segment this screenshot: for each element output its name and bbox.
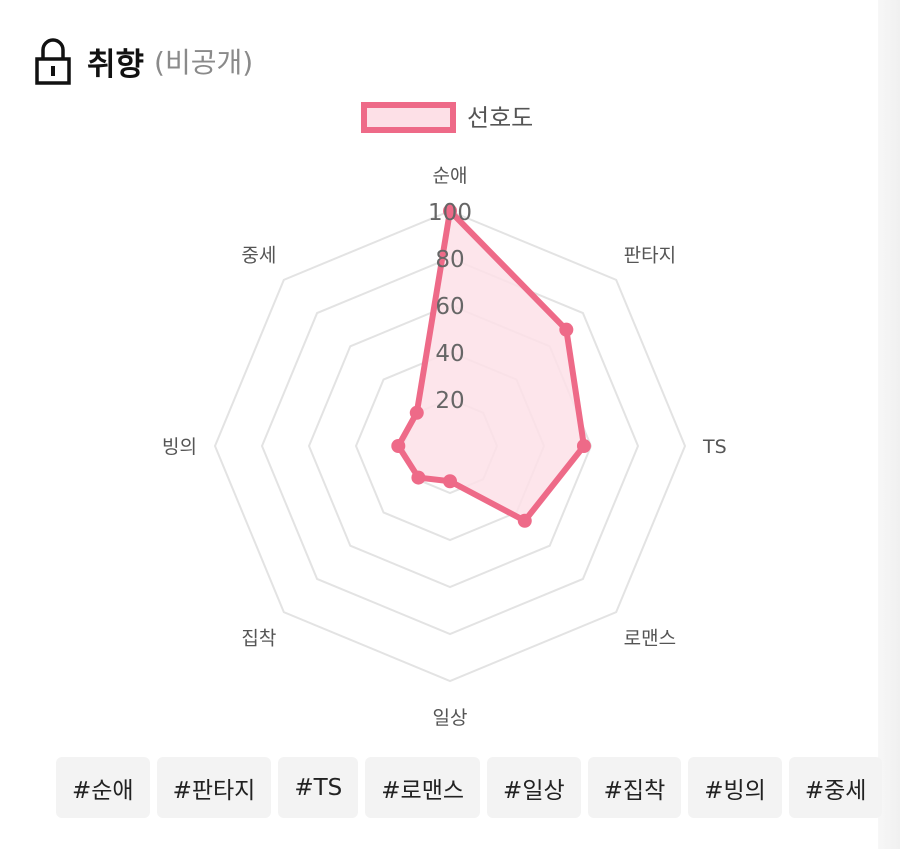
section-header: 취향 (비공개) [35, 36, 253, 86]
data-point-3 [576, 439, 591, 453]
tag-chip-2[interactable]: #판타지 [156, 757, 272, 818]
data-point-8 [409, 405, 424, 420]
tag-chip-8[interactable]: #중세 [788, 757, 883, 818]
tick-label-3: 60 [435, 294, 464, 320]
lock-icon [35, 38, 71, 85]
axis-label-8: 중세 [241, 244, 276, 266]
radar-series [391, 204, 591, 528]
legend-swatch [361, 102, 456, 133]
series-area [395, 208, 587, 524]
tick-label-1: 20 [435, 388, 464, 414]
tag-chip-7[interactable]: #빙의 [688, 757, 782, 818]
axis-label-5: 일상 [433, 707, 468, 729]
axis-label-7: 빙의 [162, 436, 197, 458]
data-point-2 [559, 322, 574, 337]
data-point-6 [411, 470, 426, 485]
legend-label: 선호도 [467, 104, 533, 132]
axis-label-4: 로맨스 [624, 628, 676, 650]
tag-chip-3[interactable]: #TS [278, 757, 359, 818]
tick-label-5: 100 [428, 200, 472, 226]
chart-legend[interactable]: 선호도 [361, 102, 533, 133]
tick-label-2: 40 [435, 341, 464, 367]
data-point-4 [517, 513, 532, 528]
axis-label-3: TS [702, 436, 727, 458]
data-point-1 [443, 204, 457, 218]
axis-label-2: 판타지 [624, 244, 676, 266]
grid-ring-4 [260, 256, 640, 636]
tag-chip-6[interactable]: #집착 [587, 757, 682, 818]
tag-chip-4[interactable]: #로맨스 [365, 757, 481, 818]
data-point-5 [443, 474, 457, 489]
tag-list: #순애 #판타지 #TS #로맨스 #일상 #집착 #빙의 #중세 [56, 757, 883, 818]
tag-chip-1[interactable]: #순애 [56, 757, 150, 818]
grid-ring-5 [213, 209, 687, 683]
tick-label-4: 80 [435, 247, 464, 273]
axis-label-6: 집착 [241, 628, 276, 650]
radar-ticks: 20 40 60 80 100 [428, 200, 472, 414]
scroll-edge [878, 0, 900, 849]
section-title: 취향 [87, 46, 145, 83]
data-point-7 [391, 439, 406, 453]
privacy-label: (비공개) [154, 46, 254, 79]
axis-label-1: 순애 [433, 165, 468, 187]
tag-chip-5[interactable]: #일상 [487, 757, 581, 818]
